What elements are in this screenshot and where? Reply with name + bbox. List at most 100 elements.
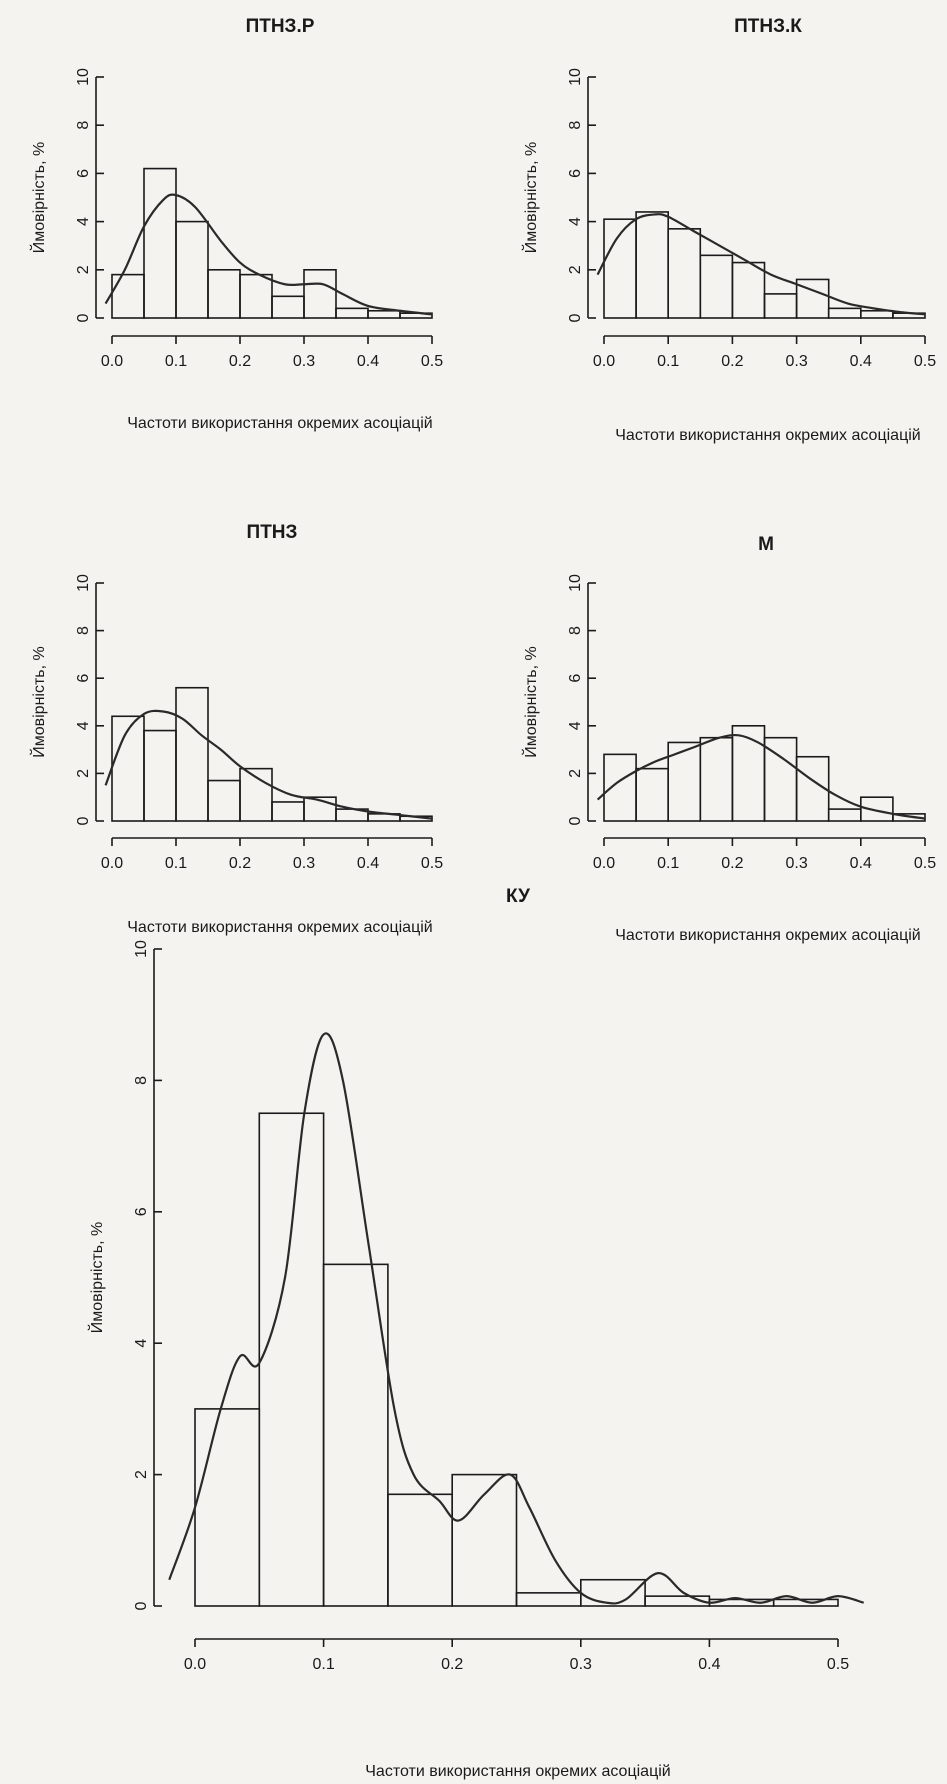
x-tick-label: 0.2: [721, 353, 743, 370]
histogram-bar: [143, 167, 177, 319]
y-tick-label: 6: [75, 169, 92, 178]
x-tick-label: 0.4: [850, 855, 872, 872]
histogram-bar: [772, 1598, 839, 1607]
histogram-bar: [731, 724, 766, 822]
density-curve: [168, 1032, 865, 1605]
histogram-bar: [175, 220, 209, 319]
y-tick-label: 8: [75, 121, 92, 130]
histogram-panel: М 0 2 4 6 8 10 Ймовірність, % 0.0 0.1 0.2 0.3 0.4 0.5…: [521, 534, 936, 944]
y-tick-label: 6: [133, 1207, 150, 1216]
y-tick-label: 10: [567, 68, 584, 86]
histogram-bar: [335, 307, 369, 319]
y-tick-label: 10: [133, 940, 150, 958]
histogram-bar: [515, 1592, 582, 1607]
bars: [111, 686, 433, 822]
x-tick-label: 0.2: [721, 855, 743, 872]
x-tick-label: 0.1: [165, 855, 187, 872]
histogram-bar: [699, 254, 734, 319]
x-axis-label: Частоти використання окремих асоціацій: [365, 1763, 670, 1780]
histogram-bar: [207, 779, 241, 822]
y-axis-label: Ймовірність, %: [521, 646, 540, 758]
y-tick-label: 0: [75, 313, 92, 322]
y-axis-label: Ймовірність, %: [521, 142, 540, 254]
y-tick-label: 8: [567, 121, 584, 130]
x-axis: 0.0 0.1 0.2 0.3 0.4 0.5: [593, 335, 936, 370]
x-tick-label: 0.2: [229, 855, 251, 872]
histogram-bar: [387, 1493, 453, 1607]
y-tick-label: 0: [567, 313, 584, 322]
x-axis-label: Частоти використання окремих асоціацій: [615, 427, 920, 444]
bars: [111, 167, 433, 319]
histogram-bar: [451, 1473, 518, 1607]
x-tick-label: 0.0: [593, 353, 615, 370]
histogram-bar: [603, 753, 637, 822]
density-curve: [104, 193, 433, 316]
density-curve: [104, 709, 433, 820]
y-tick-label: 10: [567, 574, 584, 592]
x-tick-label: 0.0: [184, 1656, 206, 1673]
histogram-bar: [827, 307, 862, 319]
x-tick-label: 0.5: [421, 353, 443, 370]
y-tick-label: 2: [567, 769, 584, 778]
x-tick-label: 0.1: [657, 353, 679, 370]
x-tick-label: 0.5: [914, 353, 936, 370]
x-tick-label: 0.1: [312, 1656, 334, 1673]
histogram-bar: [367, 309, 401, 319]
y-tick-label: 10: [75, 574, 92, 592]
y-axis: 0 2 4 6 8 10: [75, 68, 104, 322]
y-tick-label: 4: [567, 721, 584, 730]
panel-title: ПТНЗ.Р: [246, 16, 315, 37]
histogram-bar: [667, 228, 702, 319]
x-axis-label: Частоти використання окремих асоціацій: [127, 415, 432, 432]
x-tick-label: 0.5: [914, 855, 936, 872]
histogram-bar: [271, 801, 305, 822]
y-axis: 0 2 4 6 8 10: [567, 574, 596, 825]
histogram-bar: [892, 813, 926, 822]
histogram-bar: [175, 686, 209, 822]
y-tick-label: 2: [133, 1470, 150, 1479]
y-tick-label: 4: [567, 217, 584, 226]
histogram-bar: [271, 295, 305, 319]
x-tick-label: 0.3: [785, 855, 807, 872]
histogram-bar: [579, 1578, 646, 1607]
x-tick-label: 0.4: [698, 1656, 720, 1673]
y-tick-label: 0: [133, 1601, 150, 1610]
y-axis: 0 2 4 6 8 10: [75, 574, 104, 825]
histogram-bar: [859, 309, 894, 319]
y-tick-label: 8: [133, 1076, 150, 1085]
x-axis-label: Частоти використання окремих асоціацій: [615, 927, 920, 944]
histogram-bar: [111, 715, 145, 822]
histogram-bar: [699, 736, 734, 822]
x-tick-label: 0.2: [441, 1656, 463, 1673]
x-tick-label: 0.5: [421, 855, 443, 872]
histogram-bar: [731, 261, 766, 319]
y-tick-label: 2: [75, 265, 92, 274]
x-tick-label: 0.0: [101, 855, 123, 872]
x-tick-label: 0.1: [165, 353, 187, 370]
panel-title: ПТНЗ: [247, 522, 298, 543]
y-tick-label: 2: [75, 769, 92, 778]
bars: [603, 211, 926, 319]
x-tick-label: 0.4: [357, 353, 379, 370]
histogram-bar: [795, 755, 830, 822]
y-axis-label: Ймовірність, %: [29, 142, 48, 254]
x-axis: 0.0 0.1 0.2 0.3 0.4 0.5: [101, 837, 443, 872]
histogram-bar: [763, 293, 798, 319]
x-tick-label: 0.2: [229, 353, 251, 370]
histogram-bar: [635, 767, 669, 822]
y-tick-label: 2: [567, 265, 584, 274]
y-tick-label: 6: [567, 169, 584, 178]
histogram-bar: [258, 1112, 325, 1607]
y-tick-label: 6: [567, 674, 584, 683]
y-axis: 0 2 4 6 8 10: [133, 940, 162, 1610]
bars: [194, 1112, 839, 1607]
histogram-bar: [194, 1408, 261, 1607]
histogram-bar: [859, 796, 894, 822]
x-tick-label: 0.3: [293, 353, 315, 370]
histogram-bar: [322, 1263, 389, 1607]
x-tick-label: 0.3: [293, 855, 315, 872]
y-tick-label: 8: [75, 626, 92, 635]
